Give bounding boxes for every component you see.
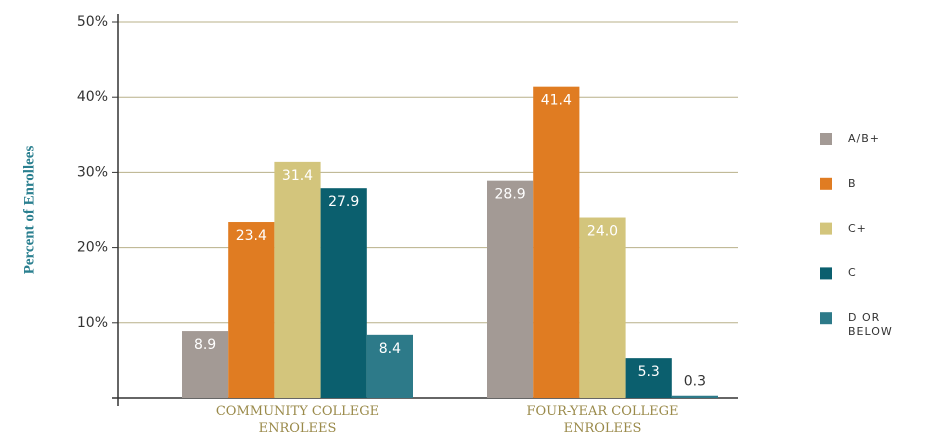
bar <box>228 222 275 398</box>
bar <box>533 86 580 398</box>
bar <box>671 395 718 398</box>
value-label: 24.0 <box>587 224 618 240</box>
value-label: 28.9 <box>495 187 526 203</box>
value-label: 23.4 <box>236 228 267 244</box>
legend-swatch <box>820 133 832 145</box>
bar <box>625 358 672 398</box>
legend-swatch <box>820 177 832 190</box>
legend-label: A/B+ <box>848 132 880 145</box>
bar <box>320 188 367 398</box>
value-label: 41.4 <box>541 93 572 109</box>
y-axis-label: Percent of Enrollees <box>21 146 37 275</box>
legend-swatch <box>820 312 832 325</box>
y-tick-label: 20% <box>77 240 108 256</box>
value-label: 8.4 <box>379 341 401 357</box>
bar <box>274 161 321 398</box>
legend-label: C <box>848 266 857 280</box>
legend-label: C+ <box>848 221 867 235</box>
y-tick-label: 40% <box>77 89 108 105</box>
value-label: 8.9 <box>194 337 216 353</box>
value-label: 27.9 <box>328 194 359 210</box>
legend-label: D OR BELOW <box>848 311 893 339</box>
legend-swatch <box>820 267 832 280</box>
y-tick-label: 30% <box>77 164 108 180</box>
x-tick-label: FOUR-YEAR COLLEGE ENROLEES <box>526 404 679 436</box>
bar <box>579 217 626 398</box>
value-label: 31.4 <box>282 168 313 184</box>
bar <box>487 180 534 398</box>
value-label: 0.3 <box>684 374 706 390</box>
legend-label: B <box>848 176 857 190</box>
y-tick-label: 10% <box>77 315 108 331</box>
bar <box>182 331 229 398</box>
y-tick-label: 50% <box>77 14 108 30</box>
bar <box>366 334 413 398</box>
value-label: 5.3 <box>638 364 660 380</box>
x-tick-label: COMMUNITY COLLEGE ENROLEES <box>215 404 380 436</box>
legend-swatch <box>820 222 832 235</box>
